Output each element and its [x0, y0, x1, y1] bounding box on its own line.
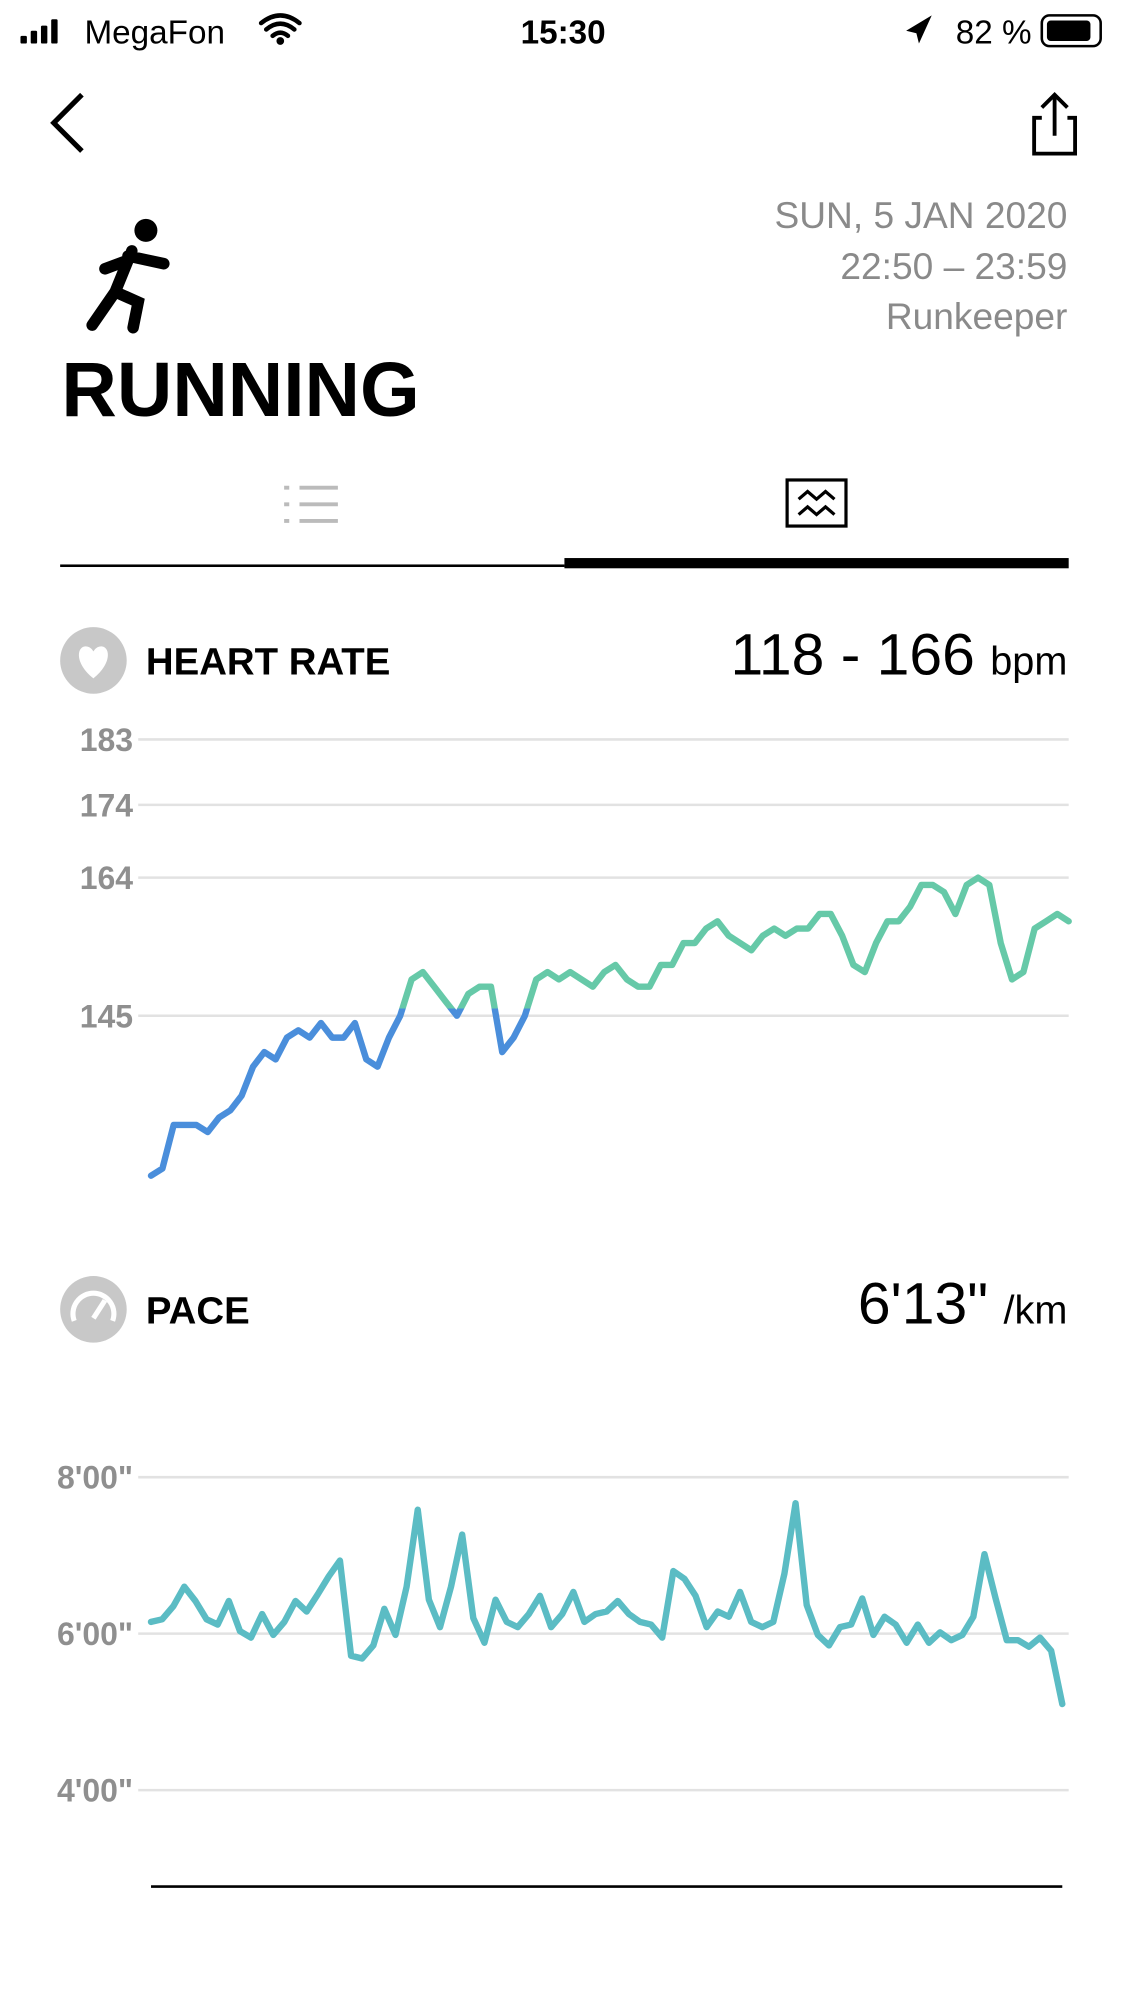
y-tick-label: 145 [80, 998, 133, 1034]
list-tab[interactable] [284, 485, 338, 523]
heart-icon [78, 646, 108, 679]
chart-summary: 118 - 166 [731, 623, 975, 688]
chart-unit: bpm [990, 640, 1067, 684]
y-tick-label: 8'00" [57, 1460, 133, 1496]
time-range: 22:50 – 23:59 [840, 245, 1067, 287]
share-button[interactable] [1032, 92, 1078, 156]
source: Runkeeper [886, 295, 1068, 337]
location-icon [906, 15, 932, 44]
signal-icon [20, 19, 58, 44]
y-tick-label: 174 [80, 787, 134, 823]
data-line [147, 1500, 1066, 1708]
battery-fill [1046, 20, 1091, 41]
data-line [147, 874, 1072, 1179]
chart-tab[interactable] [785, 478, 848, 528]
activity-title: RUNNING [61, 347, 419, 433]
chart-title: HEART RATE [146, 641, 390, 684]
back-button[interactable] [50, 92, 84, 153]
clock: 15:30 [521, 15, 606, 52]
date: SUN, 5 JAN 2020 [775, 194, 1068, 236]
carrier: MegaFon [84, 15, 225, 52]
battery-level: 82 % [956, 15, 1032, 52]
chart-title: PACE [146, 1289, 250, 1332]
chart-unit: /km [1004, 1288, 1068, 1332]
pace-needle [91, 1298, 108, 1320]
active-tab-indicator [564, 558, 1069, 569]
wifi-dot [276, 37, 285, 45]
y-tick-label: 6'00" [57, 1616, 133, 1652]
chart-summary: 6'13" [858, 1271, 988, 1336]
wifi-icon [258, 13, 302, 39]
tab-divider [60, 564, 565, 568]
pace-icon [70, 1290, 117, 1322]
battery-icon [1040, 14, 1102, 48]
runner-icon [86, 218, 170, 334]
y-tick-label: 164 [80, 860, 134, 896]
y-tick-label: 183 [80, 722, 133, 758]
pace-icon-bg [60, 1276, 127, 1343]
y-tick-label: 4'00" [57, 1773, 133, 1809]
